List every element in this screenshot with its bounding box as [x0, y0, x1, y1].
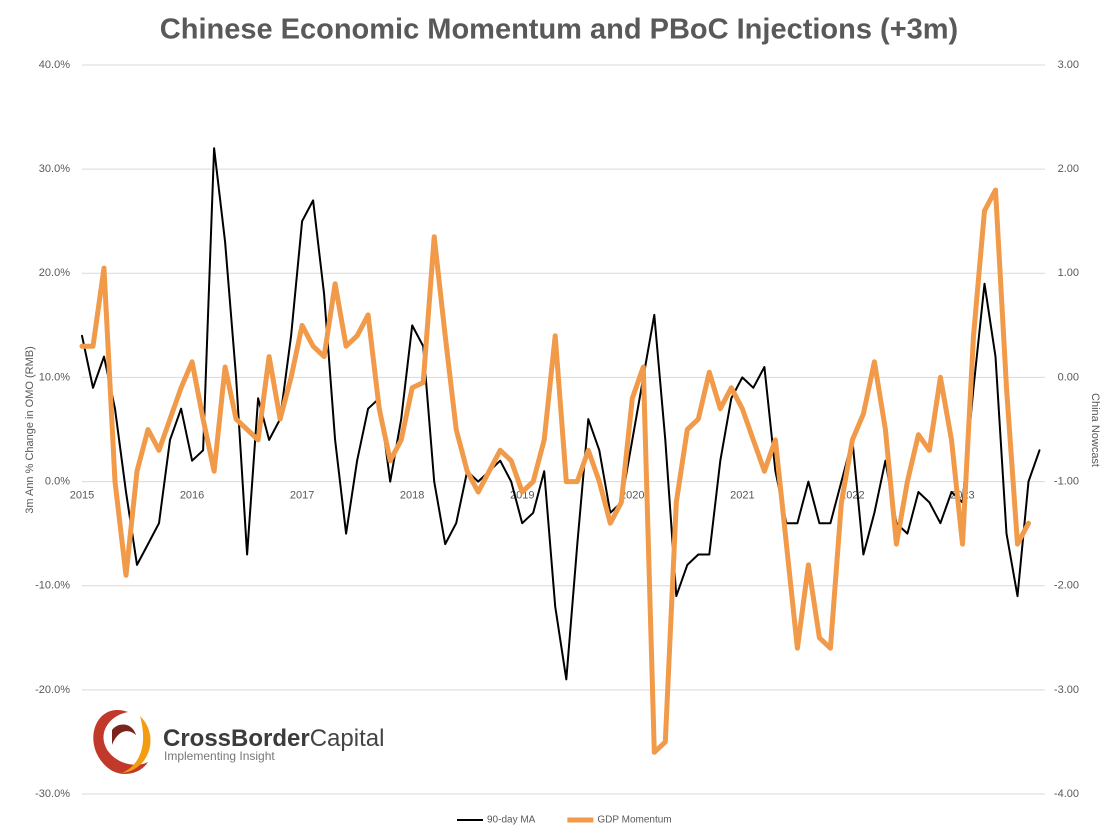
- y2-tick-label: -2.00: [1054, 580, 1079, 592]
- legend-label: 90-day MA: [487, 815, 536, 826]
- y2-tick-label: 2.00: [1058, 163, 1079, 175]
- y-tick-label: -20.0%: [35, 684, 70, 696]
- y2-tick-label: 3.00: [1058, 59, 1079, 71]
- logo-text: CrossBorderCapital: [163, 725, 384, 752]
- x-tick-label: 2020: [620, 489, 644, 501]
- y-tick-label: 30.0%: [39, 163, 70, 175]
- series-line: [79, 187, 1031, 755]
- chart-title: Chinese Economic Momentum and PBoC Injec…: [160, 14, 958, 46]
- logo-swirl: [122, 716, 151, 773]
- y-tick-label: 0.0%: [45, 475, 70, 487]
- y-tick-label: -30.0%: [35, 788, 70, 800]
- logo-light: Capital: [310, 725, 385, 752]
- y2-tick-label: -3.00: [1054, 684, 1079, 696]
- legend-label: GDP Momentum: [597, 815, 671, 826]
- y-tick-label: 20.0%: [39, 267, 70, 279]
- x-tick-label: 2015: [70, 489, 94, 501]
- logo-swirl: [112, 724, 136, 745]
- x-tick-label: 2021: [730, 489, 754, 501]
- x-tick-label: 2018: [400, 489, 424, 501]
- y2-tick-label: 0.00: [1058, 371, 1079, 383]
- y-tick-label: 40.0%: [39, 59, 70, 71]
- logo-swirl: [93, 710, 148, 774]
- series-line: [81, 147, 1041, 681]
- y-axis-label: 3m Ann % Change in OMO (RMB): [24, 346, 36, 514]
- logo: CrossBorderCapital Implementing Insight: [93, 710, 384, 774]
- y2-tick-label: -1.00: [1054, 475, 1079, 487]
- y2-tick-label: 1.00: [1058, 267, 1079, 279]
- x-tick-label: 2016: [180, 489, 204, 501]
- y-tick-label: 10.0%: [39, 371, 70, 383]
- y2-axis-label: China Nowcast: [1089, 393, 1101, 467]
- y-tick-label: -10.0%: [35, 580, 70, 592]
- x-tick-label: 2017: [290, 489, 314, 501]
- y2-tick-label: -4.00: [1054, 788, 1079, 800]
- logo-tagline: Implementing Insight: [164, 749, 275, 763]
- logo-bold: CrossBorder: [163, 725, 310, 752]
- legend: 90-day MA GDP Momentum: [457, 815, 672, 826]
